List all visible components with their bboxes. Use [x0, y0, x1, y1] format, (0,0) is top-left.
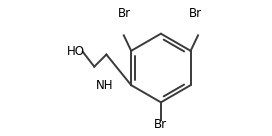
- Text: HO: HO: [67, 45, 85, 58]
- Text: Br: Br: [118, 7, 131, 20]
- Text: Br: Br: [154, 118, 168, 131]
- Text: NH: NH: [96, 79, 114, 92]
- Text: Br: Br: [189, 7, 202, 20]
